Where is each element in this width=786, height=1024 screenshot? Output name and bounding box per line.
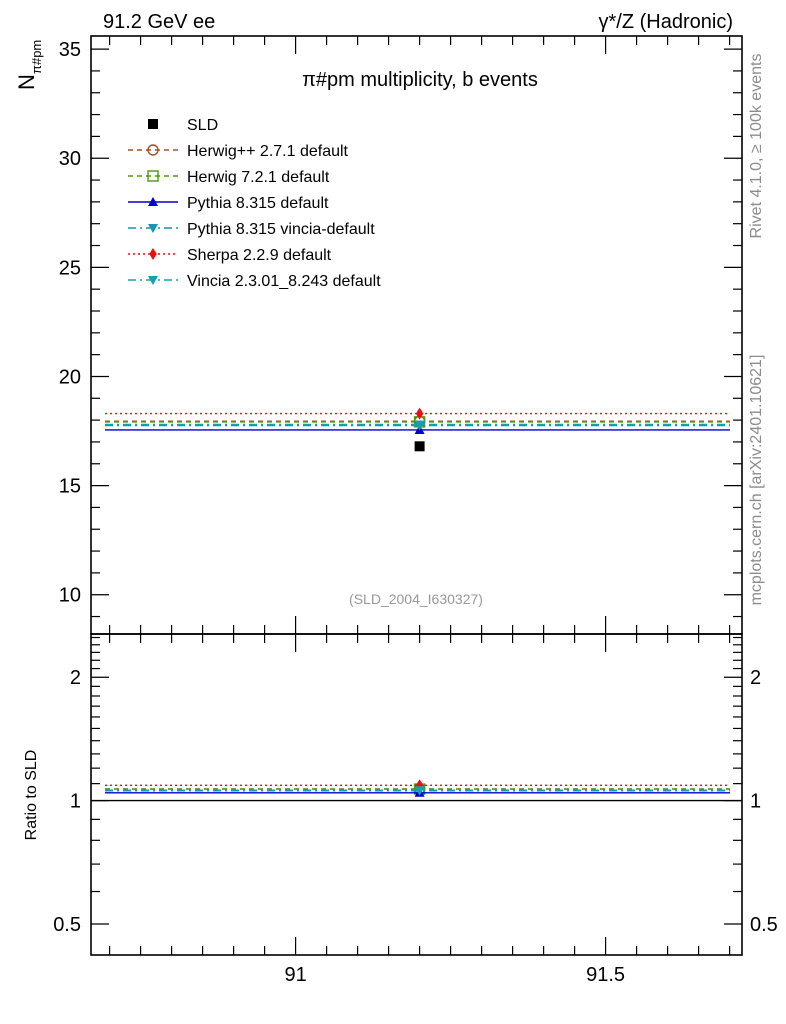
legend-label: Herwig++ 2.7.1 default (187, 143, 349, 160)
y-tick-label: 10 (59, 585, 81, 607)
y-tick-label: 20 (59, 366, 81, 388)
y-tick-label: 30 (59, 148, 81, 170)
x-axis-ticks: 91 91.5 (108, 36, 731, 986)
legend: SLD Herwig++ 2.7.1 default Herwig 7.2.1 de… (128, 117, 381, 290)
ratio-tick-label-right: 2 (750, 667, 761, 689)
x-tick-label: 91 (284, 964, 306, 986)
legend-label: Herwig 7.2.1 default (187, 169, 330, 186)
mcplots-reference-label: mcplots.cern.ch [arXiv:2401.10621] (748, 355, 765, 606)
legend-marker (148, 276, 158, 285)
ratio-tick-label-right: 1 (750, 791, 761, 813)
plot-title: π#pm multiplicity, b events (302, 69, 538, 91)
ratio-tick-label-left: 1 (70, 791, 81, 813)
legend-label: Vincia 2.3.01_8.243 default (187, 273, 381, 290)
ratio-series-group (91, 779, 742, 802)
legend-label: Pythia 8.315 vincia-default (187, 221, 375, 238)
main-axis-ticks: 10 15 20 25 30 35 (59, 39, 742, 618)
analysis-watermark: (SLD_2004_I630327) (349, 591, 483, 607)
legend-label: SLD (187, 117, 218, 134)
legend-marker (147, 170, 159, 182)
series-marker-main (414, 420, 425, 430)
y-axis-title: N (14, 74, 39, 90)
legend-marker (148, 224, 158, 233)
ratio-axis-ticks: 0.5 0.5 1 1 2 2 (53, 636, 778, 936)
legend-marker (149, 248, 157, 260)
main-series-group (105, 407, 730, 452)
series-marker-ratio (414, 786, 425, 796)
energy-label: 91.2 GeV ee (103, 11, 215, 33)
y-axis-title-subscript: π#pm (29, 40, 44, 74)
data-point-sld (414, 441, 425, 452)
process-label: γ*/Z (Hadronic) (599, 11, 733, 33)
x-tick-label: 91.5 (586, 964, 625, 986)
y-tick-label: 35 (59, 39, 81, 61)
series-marker-main (415, 407, 424, 420)
ratio-tick-label-left: 0.5 (53, 914, 81, 936)
legend-label: Sherpa 2.2.9 default (187, 247, 332, 264)
legend-marker (148, 119, 158, 129)
rivet-version-label: Rivet 4.1.0, ≥ 100k events (748, 54, 765, 239)
y-tick-label: 15 (59, 476, 81, 498)
main-y-axis-title: N π#pm (14, 40, 44, 90)
legend-label: Pythia 8.315 default (187, 195, 329, 212)
y-tick-label: 25 (59, 257, 81, 279)
ratio-tick-label-right: 0.5 (750, 914, 778, 936)
legend-marker (147, 144, 159, 156)
ratio-tick-label-left: 2 (70, 667, 81, 689)
legend-marker (148, 197, 158, 206)
ratio-y-axis-title: Ratio to SLD (23, 750, 40, 841)
ratio-plot-frame (90, 633, 743, 956)
